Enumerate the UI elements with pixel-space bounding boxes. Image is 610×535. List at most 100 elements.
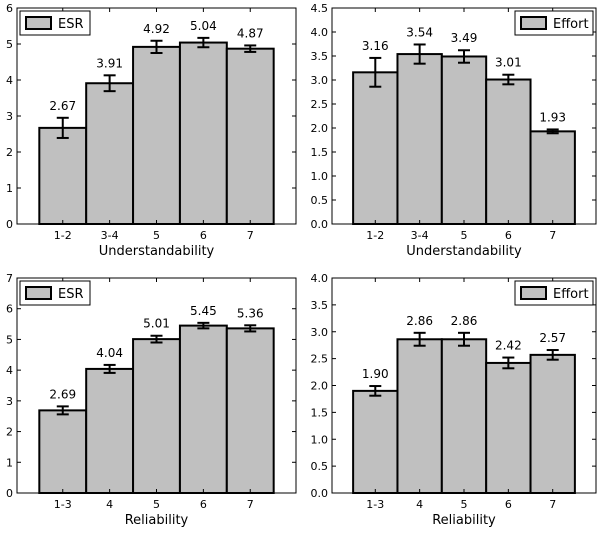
legend-label: Effort [553, 287, 589, 302]
bar [485, 361, 532, 494]
value-label: 4.87 [237, 26, 264, 40]
value-label: 4.92 [143, 22, 170, 36]
y-tick-label: 1 [6, 456, 13, 469]
bar [529, 130, 576, 225]
legend-label: Effort [553, 17, 589, 32]
y-tick-label: 2.0 [311, 122, 329, 135]
x-tick-label: 1-3 [54, 498, 72, 511]
legend-swatch [25, 16, 52, 30]
value-label: 5.45 [190, 304, 217, 318]
x-tick-label: 6 [505, 498, 512, 511]
value-label: 5.36 [237, 306, 264, 320]
y-tick-label: 1.5 [311, 146, 329, 159]
bar [38, 126, 88, 225]
y-tick-label: 3.0 [311, 74, 329, 87]
y-tick-label: 0.0 [311, 487, 329, 500]
x-tick-label: 5 [461, 498, 468, 511]
y-tick-label: 3.0 [311, 326, 329, 339]
x-tick-label: 4 [416, 498, 423, 511]
x-tick-label: 5 [461, 229, 468, 242]
value-label: 2.57 [539, 331, 566, 345]
value-label: 3.54 [406, 25, 433, 39]
chart-panel-4: 1.90 1-3 2.86 4 2.86 5 2.42 6 2.57 7 0.0 0.5 1.0 1.5 2… [311, 272, 597, 528]
value-label: 2.67 [49, 99, 76, 113]
x-tick-label: 3-4 [411, 229, 429, 242]
x-tick-label: 7 [247, 229, 254, 242]
value-label: 3.16 [362, 39, 389, 53]
plot-frame [16, 277, 297, 494]
y-tick-label: 5 [6, 333, 13, 346]
y-tick-label: 6 [6, 2, 13, 15]
bar [225, 47, 275, 226]
y-tick-label: 3.5 [311, 299, 329, 312]
y-tick-label: 4 [6, 364, 13, 377]
y-tick-label: 0.5 [311, 194, 329, 207]
x-tick-label: 7 [549, 229, 556, 242]
y-tick-label: 2.5 [311, 98, 329, 111]
legend-swatch [25, 286, 52, 300]
chart-panel-3: 2.69 1-3 4.04 4 5.01 5 5.45 6 5.36 7 0 1 2 3 4 5 6 7 Relia… [6, 272, 297, 528]
y-tick-label: 0 [6, 218, 13, 231]
plot-frame [331, 277, 597, 494]
value-label: 5.01 [143, 317, 170, 331]
y-tick-label: 3.5 [311, 50, 329, 63]
legend-label: ESR [58, 287, 84, 302]
legend: Effort [514, 280, 594, 306]
x-tick-label: 4 [106, 498, 113, 511]
legend: Effort [514, 10, 594, 36]
bar [352, 71, 399, 225]
value-label: 1.90 [362, 367, 389, 381]
legend-swatch [520, 286, 547, 300]
bar [352, 389, 399, 494]
x-tick-label: 1-2 [366, 229, 384, 242]
y-tick-label: 6 [6, 303, 13, 316]
bar [132, 45, 181, 225]
bar [178, 324, 228, 494]
x-tick-label: 1-3 [366, 498, 384, 511]
x-axis-title: Reliability [432, 513, 496, 528]
y-tick-label: 3 [6, 395, 13, 408]
bar [178, 41, 228, 226]
y-tick-label: 2.5 [311, 353, 329, 366]
x-tick-label: 7 [549, 498, 556, 511]
x-tick-label: 6 [200, 229, 207, 242]
x-tick-label: 3-4 [101, 229, 119, 242]
x-axis-title: Understandability [99, 244, 215, 259]
bar [440, 338, 488, 494]
bar [485, 78, 532, 225]
y-tick-label: 0 [6, 487, 13, 500]
chart-panel-1: 2.67 1-2 3.91 3-4 4.92 5 5.04 6 4.87 7 0 1 2 3 4 5 6 Unde… [6, 2, 297, 259]
bar [529, 353, 576, 494]
y-tick-label: 1.0 [311, 170, 329, 183]
bar [225, 327, 275, 494]
value-label: 1.93 [539, 110, 566, 124]
y-tick-label: 1.5 [311, 406, 329, 419]
y-tick-label: 1.0 [311, 433, 329, 446]
value-label: 3.49 [451, 31, 478, 45]
bar [85, 367, 135, 494]
y-tick-label: 4.0 [311, 272, 329, 285]
legend: ESR [19, 280, 91, 306]
x-tick-label: 6 [200, 498, 207, 511]
bar [396, 338, 443, 494]
plot-frame [331, 7, 597, 225]
value-label: 5.04 [190, 19, 217, 33]
y-tick-label: 4 [6, 74, 13, 87]
legend-swatch [520, 16, 547, 30]
value-label: 4.04 [96, 346, 123, 360]
value-label: 3.91 [96, 56, 123, 70]
plot-frame [16, 7, 297, 225]
legend-box [19, 280, 91, 306]
x-tick-label: 1-2 [54, 229, 72, 242]
y-tick-label: 5 [6, 38, 13, 51]
y-tick-label: 4.0 [311, 26, 329, 39]
bar [440, 55, 488, 226]
y-tick-label: 0.0 [311, 218, 329, 231]
x-axis-title: Reliability [125, 513, 189, 528]
x-tick-label: 7 [247, 498, 254, 511]
value-label: 2.86 [406, 314, 433, 328]
x-tick-label: 6 [505, 229, 512, 242]
value-label: 2.42 [495, 339, 522, 353]
bar [132, 338, 181, 494]
bar [38, 409, 88, 494]
